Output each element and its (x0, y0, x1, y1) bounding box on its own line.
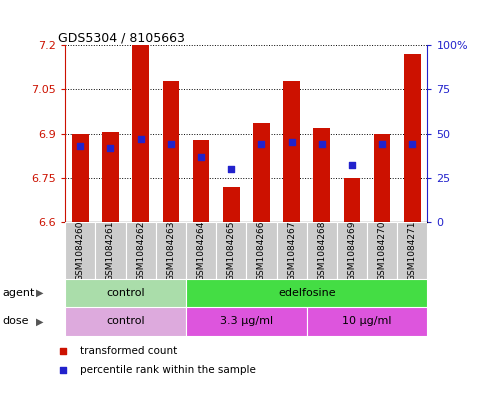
Bar (102, 132, 119, 222)
Text: dose: dose (2, 316, 29, 327)
Bar (186, 279, 427, 307)
Text: GSM1084265: GSM1084265 (227, 220, 236, 281)
Bar (72, 134, 88, 222)
Bar (367, 222, 397, 279)
Point (348, 162, 356, 169)
Text: GSM1084264: GSM1084264 (197, 220, 206, 281)
Text: agent: agent (2, 288, 35, 298)
Text: GSM1084269: GSM1084269 (347, 220, 356, 281)
Text: edelfosine: edelfosine (278, 288, 336, 298)
Bar (186, 307, 307, 336)
Bar (404, 54, 421, 222)
Point (76, 143, 84, 149)
Bar (246, 222, 276, 279)
Bar (313, 128, 330, 222)
Bar (307, 222, 337, 279)
Point (59, 347, 67, 354)
Bar (276, 222, 307, 279)
Point (378, 141, 386, 147)
Bar (186, 222, 216, 279)
Point (59, 367, 67, 373)
Bar (307, 307, 427, 336)
Bar (96, 222, 126, 279)
Point (318, 141, 326, 147)
Bar (253, 123, 270, 222)
Point (288, 139, 296, 145)
Bar (216, 222, 246, 279)
Text: GSM1084263: GSM1084263 (166, 220, 175, 281)
Text: GSM1084268: GSM1084268 (317, 220, 327, 281)
Point (167, 141, 175, 147)
Bar (126, 222, 156, 279)
Point (257, 141, 265, 147)
Point (197, 153, 205, 160)
Text: 3.3 μg/ml: 3.3 μg/ml (220, 316, 273, 327)
Text: GSM1084266: GSM1084266 (257, 220, 266, 281)
Bar (337, 222, 367, 279)
Bar (65, 279, 186, 307)
Bar (223, 187, 240, 222)
Point (107, 145, 114, 151)
Text: ▶: ▶ (36, 288, 44, 298)
Point (409, 141, 416, 147)
Bar (397, 222, 427, 279)
Text: GDS5304 / 8105663: GDS5304 / 8105663 (58, 31, 185, 44)
Bar (65, 222, 96, 279)
Bar (374, 134, 390, 222)
Text: GSM1084260: GSM1084260 (76, 220, 85, 281)
Text: control: control (106, 288, 145, 298)
Bar (156, 222, 186, 279)
Point (227, 166, 235, 172)
Text: GSM1084271: GSM1084271 (408, 220, 417, 281)
Text: control: control (106, 316, 145, 327)
Point (137, 136, 144, 142)
Bar (132, 45, 149, 222)
Text: GSM1084270: GSM1084270 (378, 220, 387, 281)
Text: percentile rank within the sample: percentile rank within the sample (80, 365, 256, 375)
Bar (344, 178, 360, 222)
Bar (163, 81, 179, 222)
Bar (193, 140, 209, 222)
Bar (284, 81, 300, 222)
Text: transformed count: transformed count (80, 345, 177, 356)
Text: 10 μg/ml: 10 μg/ml (342, 316, 392, 327)
Text: ▶: ▶ (36, 316, 44, 327)
Text: GSM1084261: GSM1084261 (106, 220, 115, 281)
Bar (65, 307, 186, 336)
Text: GSM1084267: GSM1084267 (287, 220, 296, 281)
Text: GSM1084262: GSM1084262 (136, 220, 145, 281)
